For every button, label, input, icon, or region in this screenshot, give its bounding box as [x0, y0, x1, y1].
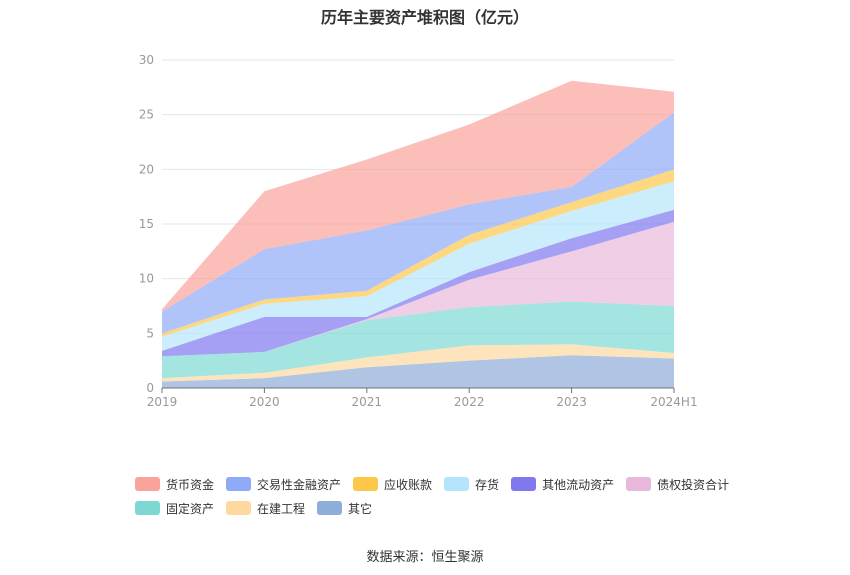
legend-item[interactable]: 债权投资合计: [626, 472, 729, 496]
stacked-area-chart: 2019 2020 2021 2022 2023 2024H1 0 5 10 15 20 25 30: [139, 53, 698, 409]
x-tick-label: 2020: [249, 395, 280, 409]
y-tick-label: 25: [139, 108, 154, 122]
legend-item[interactable]: 应收账款: [353, 472, 432, 496]
legend-item[interactable]: 其他流动资产: [511, 472, 614, 496]
x-tick-label: 2024H1: [650, 395, 697, 409]
area-存货: [162, 181, 674, 351]
x-tick-label: 2021: [352, 395, 383, 409]
legend-row-1: 货币资金 交易性金融资产 应收账款 存货 其他流动资产 债权投资合计: [135, 472, 775, 496]
area-固定资产: [162, 301, 674, 379]
area-其它: [162, 355, 674, 388]
legend-label: 在建工程: [257, 501, 306, 516]
legend-swatch: [626, 477, 652, 491]
legend-item[interactable]: 其它: [317, 496, 372, 520]
area-货币资金: [162, 80, 674, 312]
legend-label: 固定资产: [166, 501, 215, 516]
legend: 货币资金 交易性金融资产 应收账款 存货 其他流动资产 债权投资合计 固定资产 在建工程 其它: [135, 472, 775, 520]
legend-swatch: [353, 477, 379, 491]
legend-item[interactable]: 货币资金: [135, 472, 214, 496]
area-债权投资合计: [162, 221, 674, 357]
y-tick-label: 20: [139, 162, 154, 176]
legend-label: 其他流动资产: [542, 477, 615, 492]
area-其他流动资产: [162, 209, 674, 357]
y-tick-label: 10: [139, 272, 154, 286]
y-tick-label: 30: [139, 53, 154, 67]
legend-row-2: 固定资产 在建工程 其它: [135, 496, 775, 520]
y-tick-label: 15: [139, 217, 154, 231]
legend-label: 存货: [475, 477, 500, 492]
x-tick-label: 2019: [147, 395, 178, 409]
x-tick-label: 2023: [556, 395, 587, 409]
legend-item[interactable]: 在建工程: [226, 496, 305, 520]
legend-label: 货币资金: [166, 477, 215, 492]
area-series: [162, 80, 674, 388]
y-axis: 0 5 10 15 20 25 30: [139, 53, 154, 395]
legend-swatch: [226, 501, 252, 515]
legend-label: 应收账款: [384, 477, 433, 492]
legend-item[interactable]: 固定资产: [135, 496, 214, 520]
legend-item[interactable]: 交易性金融资产: [226, 472, 341, 496]
legend-swatch: [135, 501, 160, 515]
x-axis: 2019 2020 2021 2022 2023 2024H1: [147, 387, 698, 409]
legend-label: 债权投资合计: [657, 477, 730, 492]
legend-swatch: [444, 477, 470, 491]
legend-item[interactable]: 存货: [444, 472, 499, 496]
legend-swatch: [317, 501, 343, 515]
y-tick-label: 0: [146, 381, 154, 395]
area-在建工程: [162, 344, 674, 382]
legend-label: 其它: [348, 501, 373, 516]
chart-title: 历年主要资产堆积图（亿元）: [320, 8, 529, 27]
data-source: 数据来源：恒生聚源: [366, 550, 484, 565]
area-应收账款: [162, 169, 674, 337]
legend-swatch: [511, 477, 537, 491]
x-tick-label: 2022: [454, 395, 485, 409]
legend-swatch: [135, 477, 160, 491]
legend-swatch: [226, 477, 252, 491]
y-tick-label: 5: [146, 326, 154, 340]
area-交易性金融资产: [162, 112, 674, 334]
legend-label: 交易性金融资产: [257, 477, 342, 492]
